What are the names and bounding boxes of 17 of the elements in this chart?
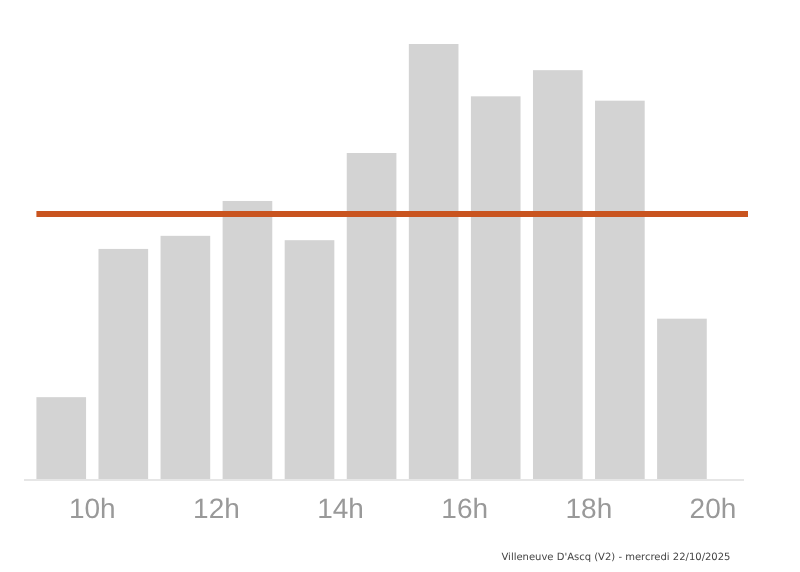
bar [595,100,645,480]
x-tick-label: 10h [68,491,116,524]
bar [532,70,583,480]
bar [222,200,273,480]
bar [284,240,335,480]
bar [470,96,521,480]
x-tick-label: 14h [317,491,364,524]
x-tick-label: 12h [193,491,240,524]
bar [657,318,707,480]
bar [160,235,211,480]
x-tick-label: 18h [565,491,613,524]
bar [408,44,459,480]
bar [36,397,87,480]
x-tick-label: 16h [441,491,489,524]
x-tick-label: 20h [689,491,737,524]
bar [346,153,397,480]
bar [98,248,149,480]
